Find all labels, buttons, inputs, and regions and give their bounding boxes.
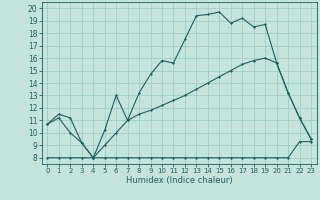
X-axis label: Humidex (Indice chaleur): Humidex (Indice chaleur) (126, 176, 233, 185)
